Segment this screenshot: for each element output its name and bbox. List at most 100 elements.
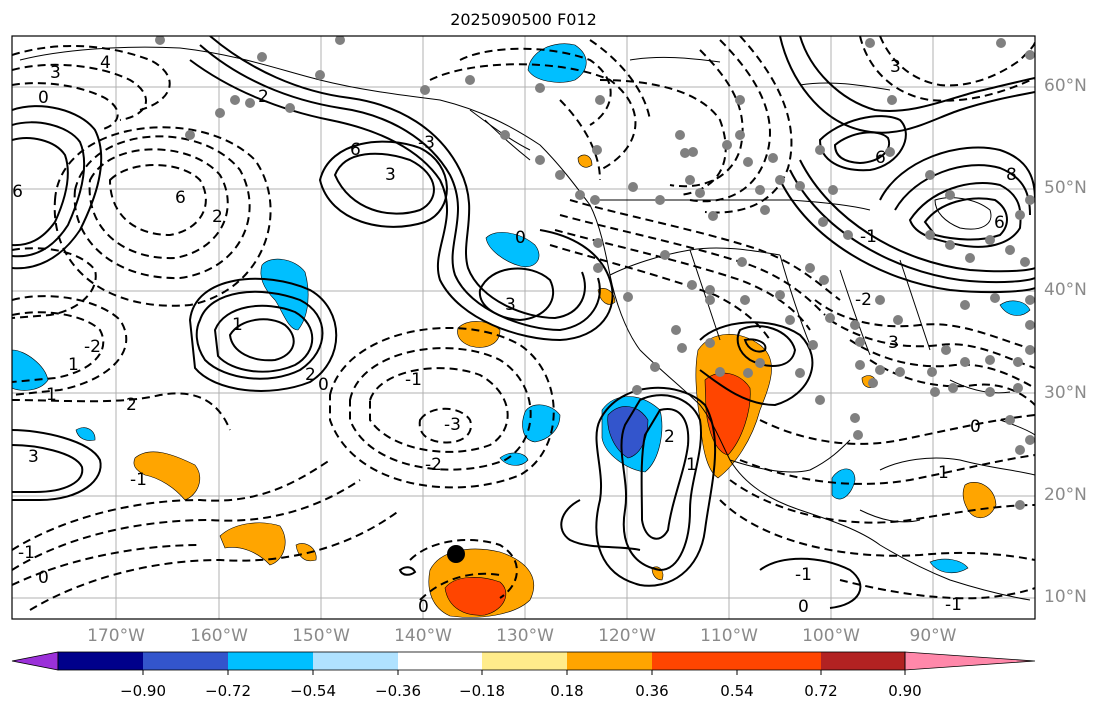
contour-label: 2 [258,87,269,107]
colorbar-segment [821,652,906,670]
solid-contours [12,36,1035,609]
lon-label: 140°W [394,626,452,646]
contour-label: 1 [686,455,697,475]
hot-patch [444,577,507,616]
contour-label: -2 [425,455,442,475]
contour-label: -3 [418,133,435,153]
cold-patch [929,558,969,574]
contour-label: 6 [875,148,886,168]
lon-label: 120°W [598,626,656,646]
lat-label: 50°N [1044,178,1087,198]
colorbar-tick-label: 0.54 [720,682,754,700]
contour-label: 0 [418,597,429,617]
contour-label: 3 [888,333,899,353]
contour-label: 1 [68,355,79,375]
contour-label: 8 [1006,165,1017,185]
contour-label: -2 [84,337,101,357]
contour-label: -1 [795,565,812,585]
contour-label: 1 [46,385,57,405]
warm-patch [457,321,501,348]
colorbar-segment [567,652,653,670]
colorbar-tick-label: 0.90 [888,682,922,700]
colorbar-tick-label: 0.18 [550,682,584,700]
contour-label: 2 [126,395,137,415]
lat-label: 20°N [1044,485,1087,505]
contour-label: 3 [385,165,396,185]
cold-patch [499,452,529,466]
colorbar-tick-label: −0.72 [205,682,251,700]
contour-label: -1 [405,370,422,390]
contour-label: -1 [18,543,35,563]
contour-label: 2 [305,365,316,385]
contour-label: 3 [28,447,39,467]
contour-label: 3 [505,295,516,315]
contour-labels: 4 3 0 2 6 -3 3 6 0 3 2 1 -1 -2 -3 0 -6 2… [6,53,1017,617]
contour-label: 1 [938,463,949,483]
colorbar-tick-label: −0.90 [120,682,166,700]
contour-label: -6 [6,182,23,202]
contour-label: 0 [38,88,49,108]
lon-label: 150°W [292,626,350,646]
colorbar-tick-label: −0.36 [375,682,421,700]
plot-frame [11,35,1036,620]
contour-label: 0 [38,568,49,588]
contour-label: 2 [212,207,223,227]
contour-label: 2 [664,427,675,447]
dashed-contours [12,36,1035,611]
coastlines [19,46,1035,601]
contour-label: 0 [515,228,526,248]
lon-label: 100°W [802,626,860,646]
colorbar-tick-label: −0.18 [459,682,505,700]
cold-patch [485,232,540,268]
lon-label: 130°W [496,626,554,646]
colorbar-extend-left [11,651,59,671]
contour-label: 0 [970,417,981,437]
contour-label: 6 [994,213,1005,233]
contour-label: -1 [860,227,877,247]
contour-label: -2 [855,290,872,310]
lon-label: 170°W [87,626,145,646]
lat-label: 40°N [1044,280,1087,300]
lat-label: 60°N [1044,76,1087,96]
colorbar-tick-label: −0.54 [290,682,336,700]
lon-label: 110°W [700,626,758,646]
contour-label: 4 [100,53,111,73]
colorbar-segment [398,652,484,670]
station-dots [155,36,1035,510]
colorbar [11,651,1036,675]
hot-patch [704,372,751,456]
colorbar-segment [482,652,568,670]
lat-label: 10°N [1044,587,1087,607]
colorbar-tick-label: 0.36 [635,682,669,700]
contour-label: 3 [50,63,61,83]
colorbar-extend-right [904,651,1036,671]
warm-patch [133,451,200,501]
contour-label: 3 [890,57,901,77]
lon-label: 90°W [909,626,957,646]
colorbar-segment [58,652,144,670]
contour-label: 0 [798,597,809,617]
colorbar-segment [737,652,823,670]
lat-label: 30°N [1044,383,1087,403]
contour-label: 6 [350,140,361,160]
contour-label: 1 [232,315,243,335]
warm-patch [577,154,593,168]
contour-label: -1 [130,470,147,490]
contour-label: -3 [444,415,461,435]
cold-patch [75,427,96,441]
contour-label: 6 [175,188,186,208]
plot-area [12,36,1035,619]
contour-label: 0 [318,375,329,395]
colorbar-segment [313,652,399,670]
colorbar-segment [143,652,229,670]
warm-patch [219,522,286,566]
colorbar-tick-label: 0.72 [804,682,838,700]
lon-label: 160°W [190,626,248,646]
colorbar-segment [228,652,314,670]
cold-patch [999,300,1031,316]
map-title: 2025090500 F012 [450,10,597,29]
contour-label: -1 [945,595,962,615]
warm-patch [597,288,616,305]
storm-center-marker [447,545,465,563]
